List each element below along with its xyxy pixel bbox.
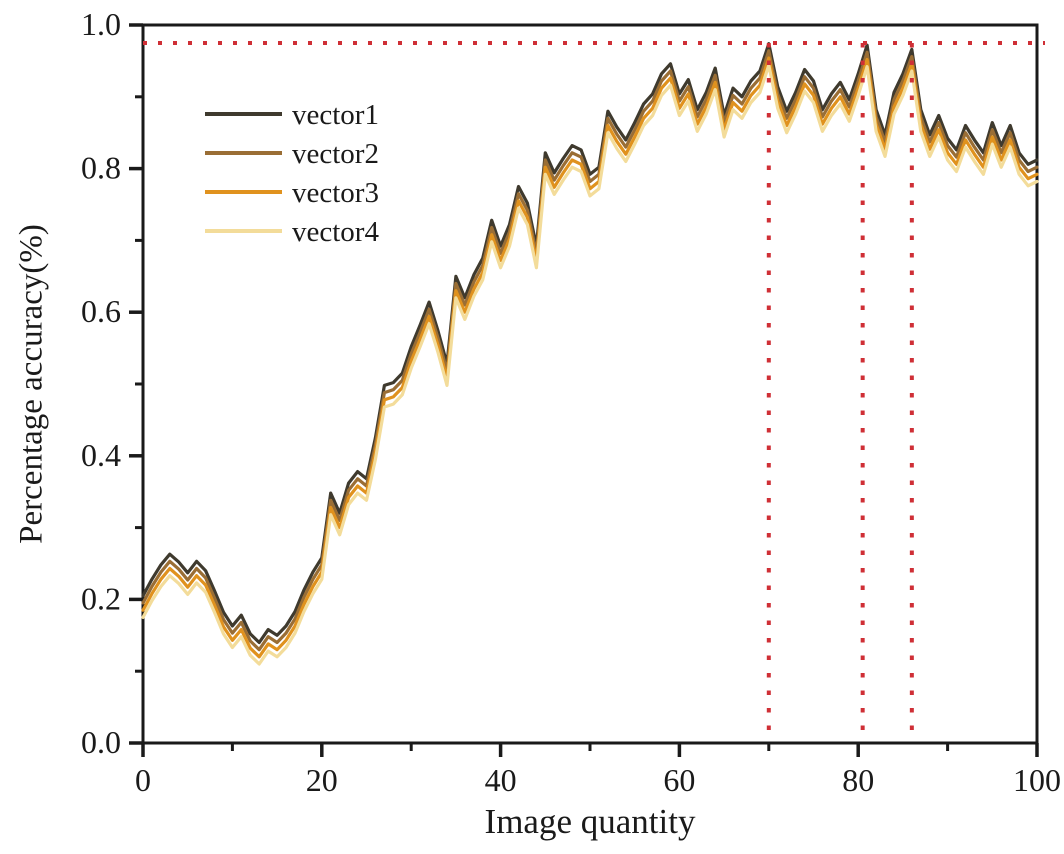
- x-tick-label: 100: [1013, 762, 1061, 798]
- series-line-vector2: [141, 49, 1039, 652]
- y-tick-label: 0.6: [81, 293, 121, 329]
- y-axis-title: Percentage accuracy(%): [13, 224, 50, 544]
- y-tick-label: 0.0: [81, 724, 121, 760]
- x-tick-label: 0: [135, 762, 151, 798]
- legend-label-vector2: vector2: [292, 138, 379, 170]
- x-tick-label: 80: [842, 762, 874, 798]
- y-tick-label: 0.8: [81, 150, 121, 186]
- legend-label-vector1: vector1: [292, 99, 379, 131]
- y-tick-label: 1.0: [81, 6, 121, 42]
- legend-label-vector3: vector3: [292, 177, 379, 209]
- y-tick-label: 0.2: [81, 580, 121, 616]
- x-tick-label: 20: [306, 762, 338, 798]
- legend-label-vector4: vector4: [292, 216, 379, 248]
- series-line-vector3: [141, 56, 1039, 659]
- x-tick-label: 40: [485, 762, 517, 798]
- x-axis-title: Image quantity: [484, 802, 696, 841]
- y-tick-label: 0.4: [81, 437, 121, 473]
- series-line-vector4: [141, 63, 1039, 666]
- x-tick-label: 60: [663, 762, 695, 798]
- series-line-vector1: [141, 42, 1039, 645]
